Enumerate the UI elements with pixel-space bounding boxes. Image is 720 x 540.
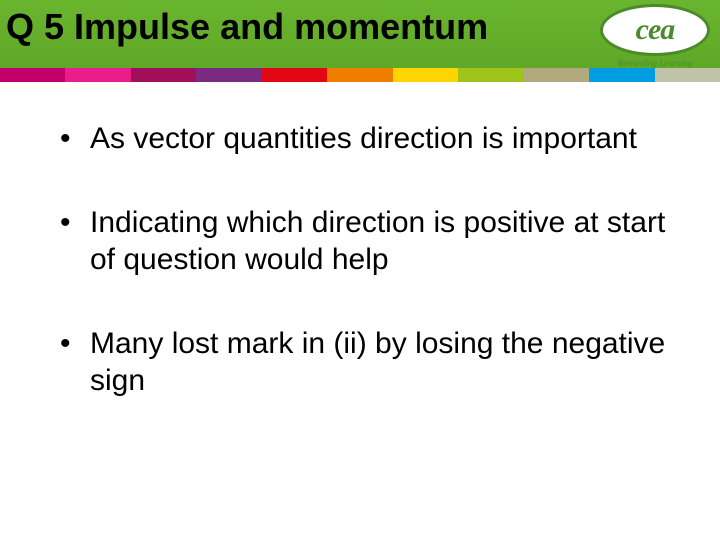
cea-logo: cea Rewarding Learning <box>600 4 710 68</box>
logo-tagline: Rewarding Learning <box>600 58 710 68</box>
stripe-seg <box>196 68 261 82</box>
slide-header: Q 5 Impulse and momentum cea Rewarding L… <box>0 0 720 90</box>
bullet-text: As vector quantities direction is import… <box>90 122 637 155</box>
stripe-seg <box>327 68 392 82</box>
bullet-text: Indicating which direction is positive a… <box>90 206 665 277</box>
stripe-seg <box>524 68 589 82</box>
bullet-text: Many lost mark in (ii) by losing the neg… <box>90 327 665 398</box>
stripe-seg <box>589 68 654 82</box>
slide-title: Q 5 Impulse and momentum <box>6 6 488 48</box>
stripe-seg <box>131 68 196 82</box>
stripe-seg <box>458 68 523 82</box>
stripe-seg <box>65 68 130 82</box>
bullet-list: As vector quantities direction is import… <box>60 120 670 400</box>
stripe-seg <box>262 68 327 82</box>
rainbow-stripe <box>0 68 720 82</box>
slide-body: As vector quantities direction is import… <box>0 90 720 400</box>
bullet-item: Indicating which direction is positive a… <box>60 204 670 279</box>
stripe-seg <box>0 68 65 82</box>
logo-ellipse: cea <box>600 4 710 56</box>
stripe-seg <box>393 68 458 82</box>
logo-text: cea <box>636 13 675 47</box>
stripe-seg <box>655 68 720 82</box>
bullet-item: Many lost mark in (ii) by losing the neg… <box>60 325 670 400</box>
bullet-item: As vector quantities direction is import… <box>60 120 670 158</box>
